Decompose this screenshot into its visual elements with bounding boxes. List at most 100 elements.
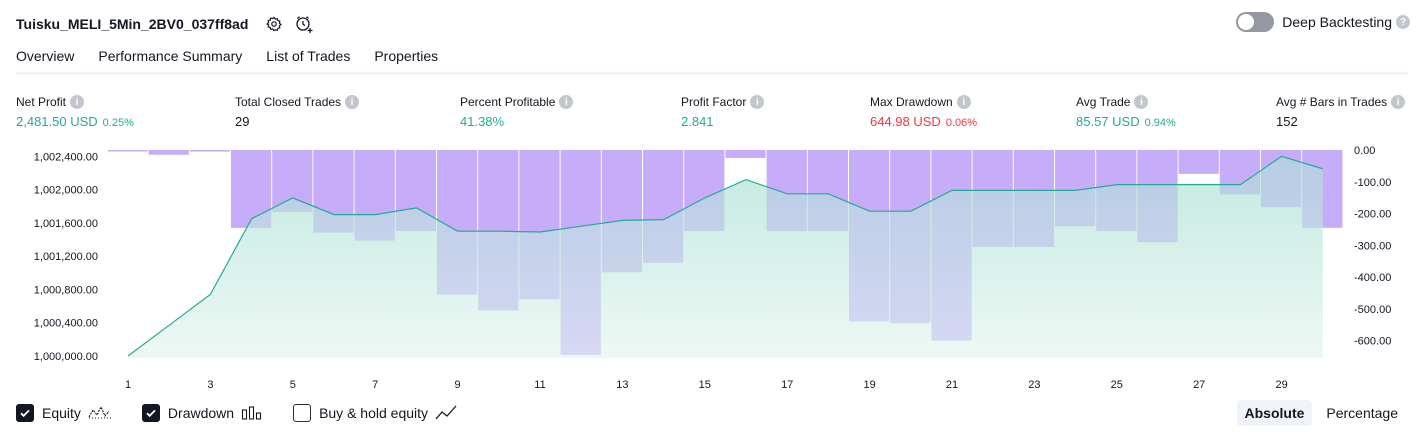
legend-equity[interactable]: Equity [16, 404, 112, 422]
x-axis-tick: 29 [1275, 379, 1287, 390]
legend-label: Buy & hold equity [319, 405, 429, 421]
left-axis-tick: 1,001,200.00 [34, 251, 98, 263]
drawdown-bar-overlay [108, 150, 148, 152]
x-axis-tick: 27 [1193, 379, 1205, 390]
tab-list-of-trades[interactable]: List of Trades [266, 48, 351, 64]
drawdown-bar-overlay [189, 150, 230, 152]
equity-area [128, 156, 1323, 358]
right-axis-tick: -400.00 [1354, 272, 1391, 284]
checkbox-checked[interactable] [141, 404, 160, 422]
info-icon[interactable]: i [1391, 95, 1406, 109]
metrics-row: Net Profit i 2,481.50 USD 0.25% Total Clos… [0, 94, 1424, 134]
x-axis-tick: 25 [1111, 379, 1123, 390]
x-axis-tick: 3 [207, 379, 213, 390]
drawdown-bar-overlay [601, 150, 642, 273]
left-axis-tick: 1,002,400.00 [34, 151, 98, 163]
tab-divider [16, 72, 1408, 75]
metric-percent-profitable: Percent Profitable i 41.38% [460, 94, 574, 129]
right-axis-tick: -200.00 [1354, 209, 1391, 221]
legend-buy-hold-equity[interactable]: Buy & hold equity [293, 404, 459, 422]
settings-icon[interactable] [262, 12, 286, 36]
strategy-header: Tuisku_MELI_5Min_2BV0_037ff8ad [16, 12, 316, 36]
drawdown-bar-overlay [1178, 150, 1219, 174]
right-axis-tick: -300.00 [1354, 240, 1391, 252]
drawdown-bar-overlay [395, 150, 436, 232]
checkbox-checked[interactable] [16, 404, 34, 422]
metric-label: Percent Profitable [460, 95, 556, 109]
metric-max-drawdown: Max Drawdown i 644.98 USD 0.06% [870, 94, 977, 129]
deep-backtesting-toggle[interactable] [1236, 12, 1275, 32]
info-icon[interactable]: i [345, 95, 360, 109]
bars-icon [241, 405, 263, 421]
x-axis-tick: 5 [290, 379, 296, 390]
drawdown-bar [108, 150, 148, 152]
drawdown-bar-overlay [725, 150, 766, 158]
x-axis-tick: 9 [455, 379, 461, 390]
drawdown-bar-overlay [231, 150, 272, 228]
metric-total-closed-trades: Total Closed Trades i 29 [235, 94, 360, 129]
left-axis: 1,000,000.00 1,000,400.00 1,000,800.00 1,00… [34, 151, 98, 363]
x-axis: 1 3 5 7 9 11 13 15 17 19 21 23 25 27 29 [125, 379, 1288, 390]
toggle-knob [1238, 14, 1255, 30]
equity-wave-icon [88, 405, 112, 421]
mode-percentage-button[interactable]: Percentage [1326, 405, 1398, 421]
metric-value: 2,481.50 USD [16, 114, 98, 129]
left-axis-tick: 1,000,400.00 [34, 318, 98, 330]
info-icon[interactable]: i [750, 95, 765, 109]
drawdown-overlay [108, 150, 1343, 355]
trend-line-icon [435, 405, 459, 421]
left-axis-tick: 1,000,000.00 [34, 351, 98, 363]
x-axis-tick: 13 [616, 379, 628, 390]
info-icon[interactable]: i [956, 95, 971, 109]
mode-absolute-button[interactable]: Absolute [1236, 400, 1313, 426]
x-axis-tick: 21 [946, 379, 958, 390]
metric-net-profit: Net Profit i 2,481.50 USD 0.25% [16, 94, 134, 129]
drawdown-bar-overlay [354, 150, 395, 241]
metric-label: Max Drawdown [870, 95, 953, 109]
drawdown-bar-overlay [313, 150, 354, 233]
info-icon[interactable]: ? [1396, 15, 1410, 29]
checkbox-unchecked[interactable] [293, 404, 312, 422]
left-axis-tick: 1,002,000.00 [34, 185, 98, 197]
drawdown-bar-overlay [1096, 150, 1137, 232]
drawdown-bar-overlay [560, 150, 601, 355]
add-alert-icon[interactable] [292, 12, 316, 36]
x-axis-tick: 7 [372, 379, 378, 390]
x-axis-tick: 17 [781, 379, 793, 390]
drawdown-bar-overlay [272, 150, 313, 212]
metric-label: Avg Trade [1076, 95, 1131, 109]
right-axis-tick: 0.00 [1354, 145, 1375, 157]
drawdown-bar [725, 150, 766, 158]
x-axis-tick: 1 [125, 379, 131, 390]
right-axis: 0.00 -100.00 -200.00 -300.00 -400.00 -500.00 -… [1354, 145, 1391, 348]
strategy-title: Tuisku_MELI_5Min_2BV0_037ff8ad [16, 16, 249, 32]
metric-value: 644.98 USD [870, 114, 941, 129]
drawdown-bar-overlay [890, 150, 931, 324]
info-icon[interactable]: i [559, 95, 574, 109]
drawdown-bar-overlay [766, 150, 807, 232]
drawdown-bar-overlay [931, 150, 972, 341]
x-axis-tick: 11 [534, 379, 545, 390]
drawdown-bar-overlay [1261, 150, 1302, 208]
report-tabs: Overview Performance Summary List of Tra… [16, 48, 462, 75]
tab-performance-summary[interactable]: Performance Summary [98, 48, 243, 64]
right-axis-tick: -600.00 [1354, 336, 1391, 348]
drawdown-bar-overlay [972, 150, 1013, 247]
metric-avg-trade: Avg Trade i 85.57 USD 0.94% [1076, 94, 1176, 129]
x-axis-tick: 23 [1028, 379, 1040, 390]
tab-overview[interactable]: Overview [16, 48, 75, 75]
drawdown-bar-overlay [807, 150, 848, 232]
equity-drawdown-chart[interactable]: 1,000,000.00 1,000,400.00 1,000,800.00 1,00… [0, 140, 1424, 390]
drawdown-bar [189, 150, 230, 152]
equity-line [127, 155, 1323, 357]
scale-mode-switch: Absolute Percentage [1231, 400, 1407, 426]
metric-avg-bars-in-trades: Avg # Bars in Trades i 152 [1276, 94, 1406, 129]
legend-label: Drawdown [167, 405, 235, 421]
legend-drawdown[interactable]: Drawdown [141, 404, 263, 422]
tab-properties[interactable]: Properties [374, 48, 439, 64]
info-icon[interactable]: i [70, 95, 85, 109]
drawdown-bar-overlay [1219, 150, 1260, 195]
drawdown-bar-overlay [478, 150, 519, 311]
info-icon[interactable]: i [1134, 95, 1149, 109]
left-axis-tick: 1,001,600.00 [34, 218, 98, 230]
